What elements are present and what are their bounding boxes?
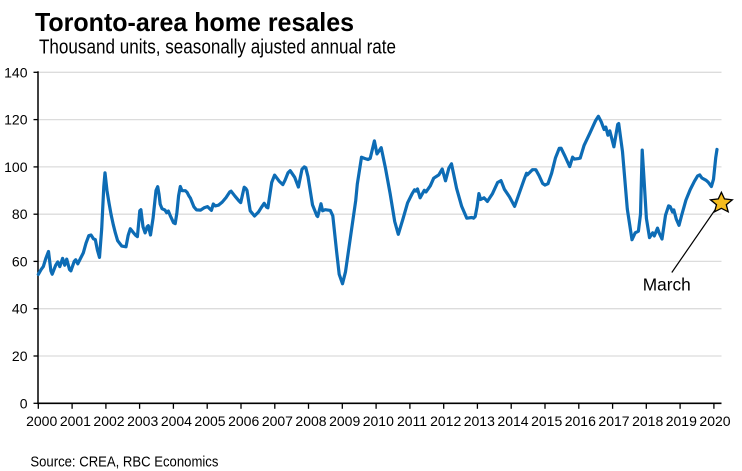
svg-text:March: March [643,275,691,295]
svg-text:2018: 2018 [632,413,663,429]
svg-text:Toronto-area home resales: Toronto-area home resales [35,7,354,37]
svg-text:20: 20 [12,348,28,364]
svg-text:2016: 2016 [565,413,596,429]
svg-text:2012: 2012 [430,413,461,429]
svg-text:60: 60 [12,253,28,269]
svg-text:2008: 2008 [295,413,326,429]
svg-text:0: 0 [20,395,28,411]
svg-text:2020: 2020 [699,413,730,429]
svg-text:2017: 2017 [598,413,629,429]
svg-text:2001: 2001 [60,413,91,429]
svg-text:Thousand units, seasonally aju: Thousand units, seasonally ajusted annua… [39,36,396,58]
svg-text:140: 140 [4,64,28,80]
svg-text:2019: 2019 [666,413,697,429]
svg-text:Source: CREA, RBC Economics: Source: CREA, RBC Economics [30,455,218,471]
svg-text:2014: 2014 [497,413,528,429]
svg-text:2002: 2002 [93,413,124,429]
svg-text:2003: 2003 [127,413,158,429]
svg-text:2007: 2007 [262,413,293,429]
svg-text:2013: 2013 [464,413,495,429]
svg-text:2010: 2010 [363,413,394,429]
svg-text:2015: 2015 [531,413,562,429]
svg-text:2006: 2006 [228,413,259,429]
svg-text:2011: 2011 [397,413,427,429]
svg-text:100: 100 [4,159,28,175]
svg-text:2004: 2004 [161,413,192,429]
svg-text:40: 40 [12,301,28,317]
svg-text:2009: 2009 [329,413,360,429]
svg-text:80: 80 [12,206,28,222]
svg-text:2000: 2000 [26,413,57,429]
svg-text:2005: 2005 [194,413,225,429]
svg-text:120: 120 [4,112,28,128]
